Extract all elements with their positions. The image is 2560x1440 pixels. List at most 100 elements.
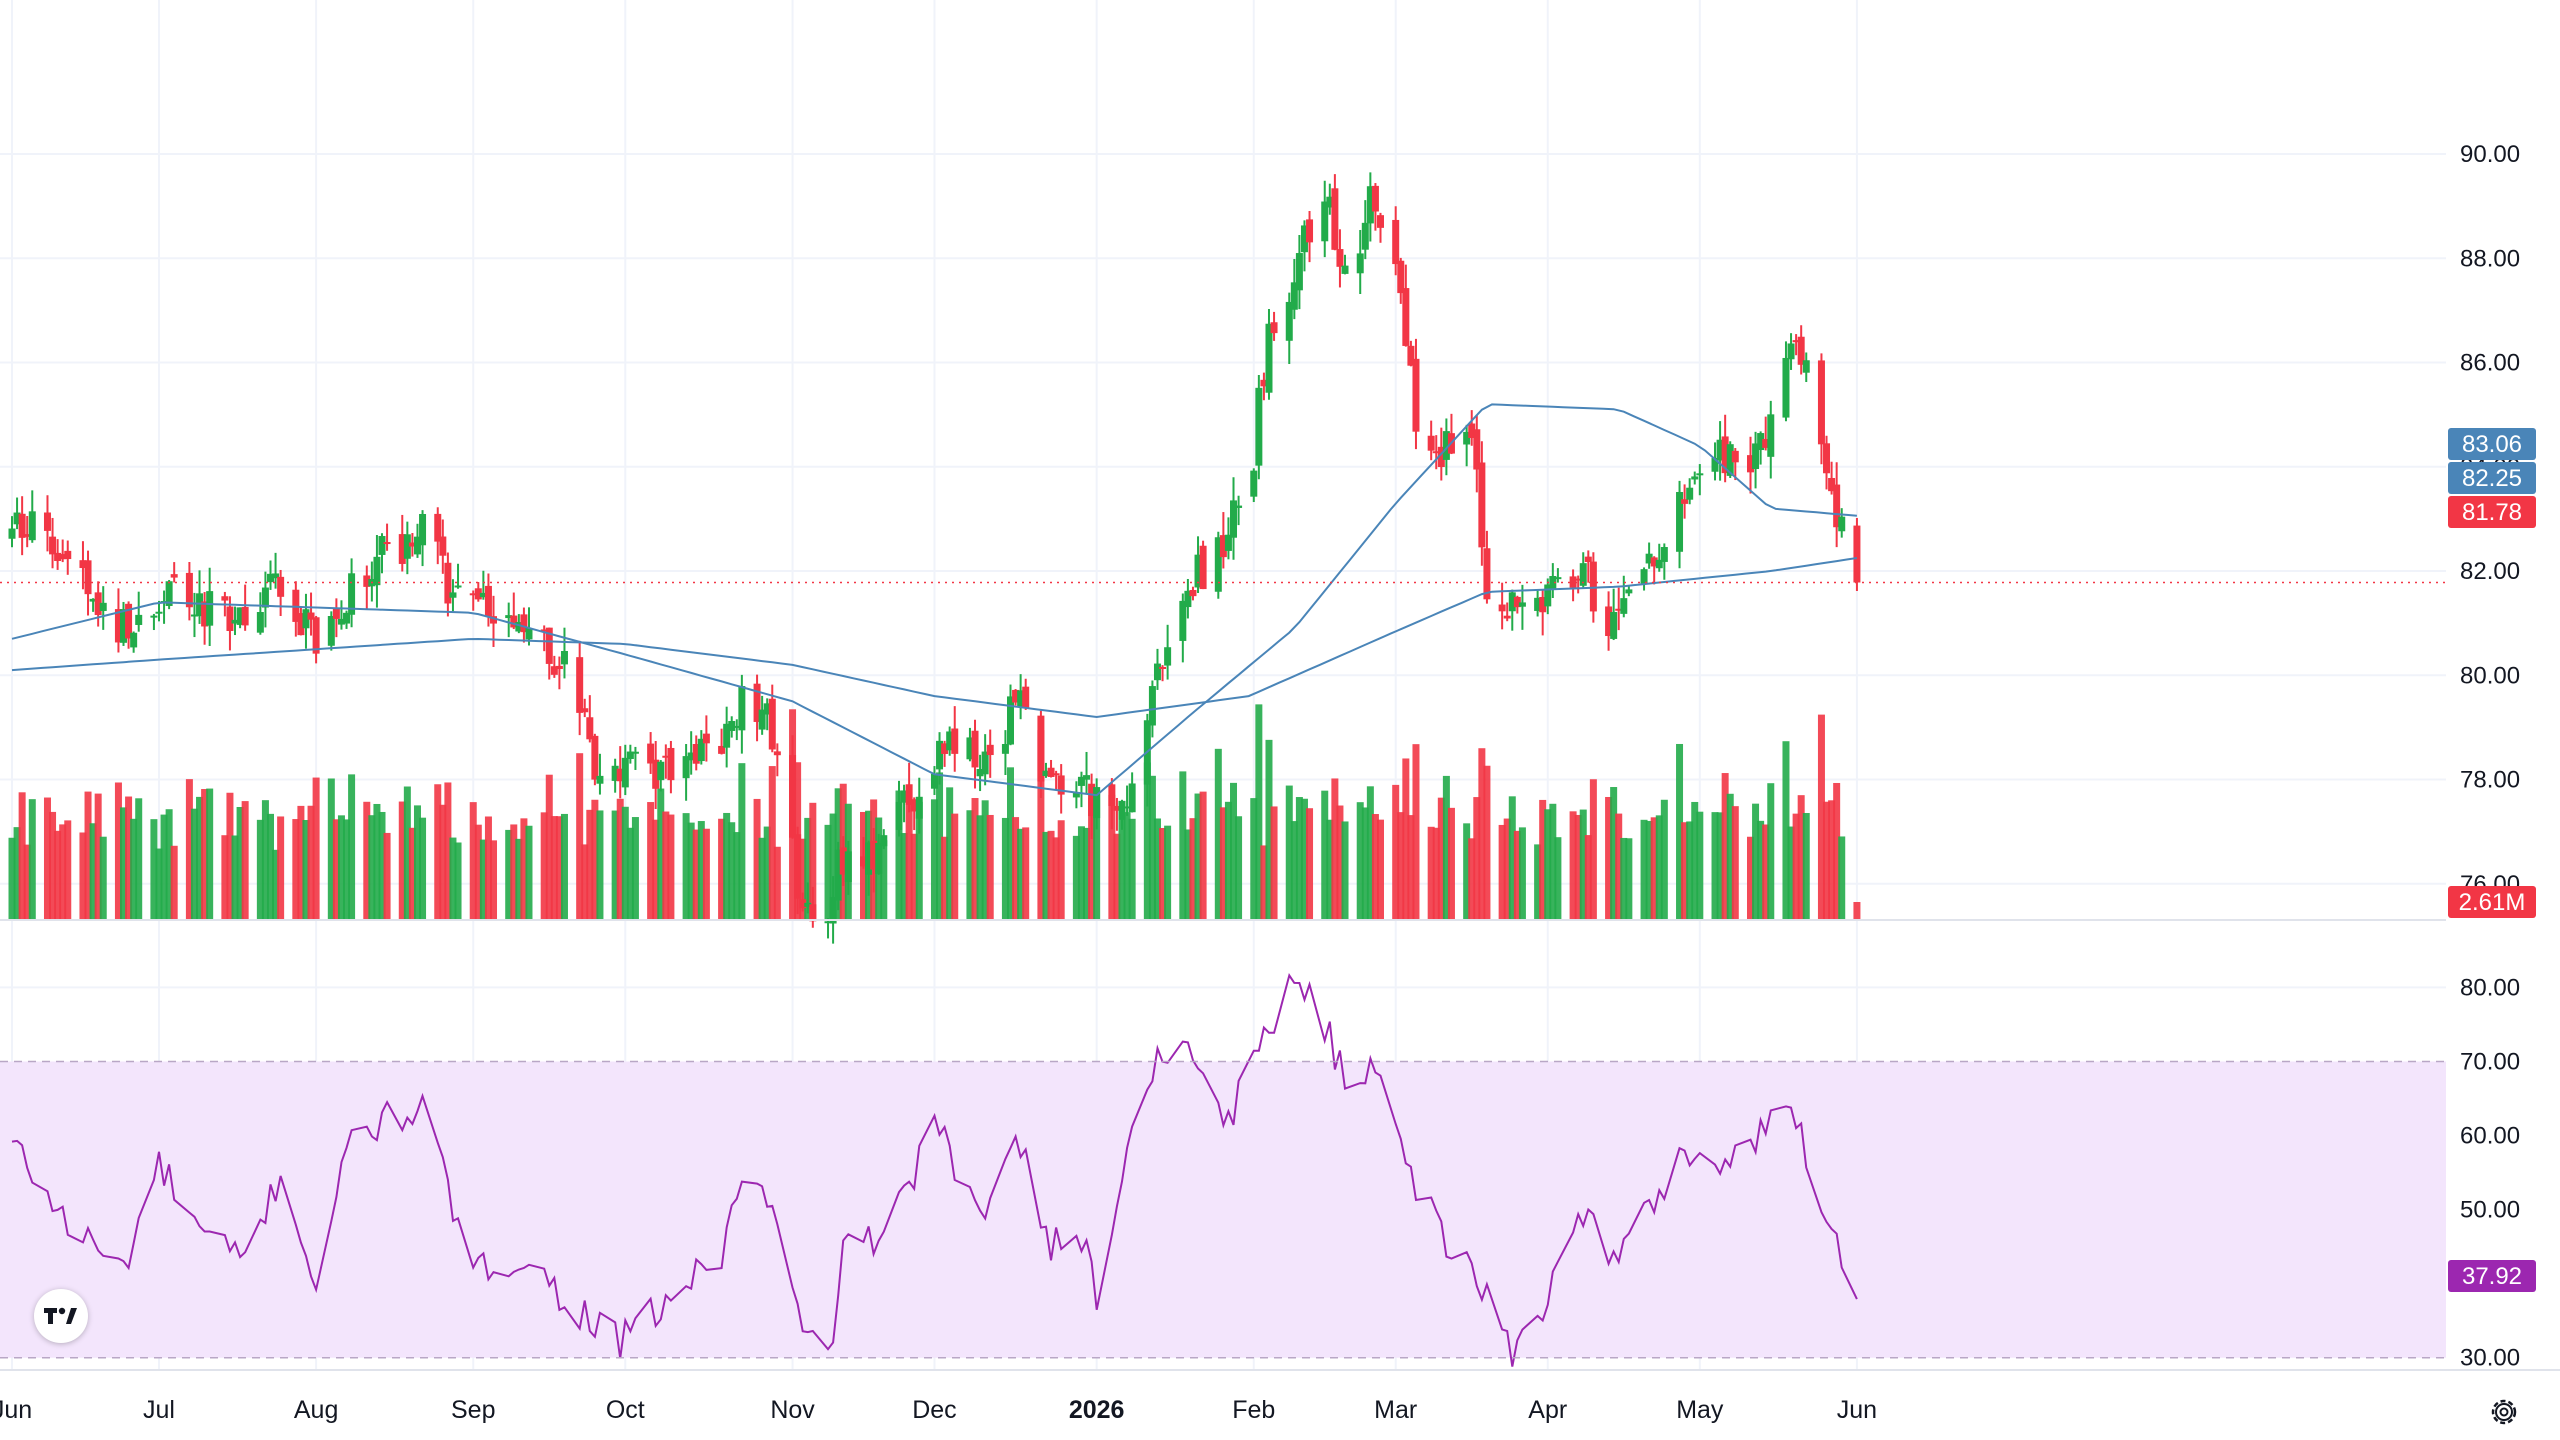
candle-body [1650, 557, 1658, 567]
volume-bar [753, 798, 761, 920]
candle-body [718, 745, 726, 754]
volume-bar [545, 774, 553, 920]
volume-bar [1194, 793, 1202, 920]
time-tick-label: 2026 [1069, 1396, 1125, 1424]
candle-body [687, 752, 695, 761]
candle-body [479, 592, 487, 598]
volume-bar [586, 809, 594, 920]
volume-bar [1508, 796, 1516, 920]
candle-body [657, 761, 665, 781]
volume-bar [130, 818, 138, 920]
volume-bar [170, 845, 178, 920]
volume-bar [1042, 831, 1050, 920]
candle-body [626, 751, 634, 759]
candle-body [1088, 783, 1096, 817]
volume-bar [1752, 803, 1760, 920]
candle-body [1356, 253, 1364, 274]
volume-bar [1153, 818, 1161, 920]
candle-body [1792, 340, 1800, 343]
volume-bar [986, 814, 994, 920]
candle-body [1290, 282, 1298, 310]
volume-bar [1143, 762, 1151, 920]
candle-body [1716, 439, 1724, 461]
candle-body [1539, 597, 1547, 613]
volume-bar [1300, 798, 1308, 920]
candle-body [981, 751, 989, 775]
axes: 90.0088.0086.0084.0082.0080.0078.0076.00… [0, 141, 2520, 1424]
candle-body [1473, 429, 1481, 470]
candle-body [1108, 784, 1116, 807]
volume-bar [1802, 813, 1810, 920]
candle-body [662, 755, 670, 758]
volume-bar [28, 799, 36, 920]
volume-bar [692, 829, 700, 920]
volume-bar [1823, 801, 1831, 920]
volume-bar [378, 811, 386, 920]
candle-body [702, 733, 710, 744]
volume-bar [383, 832, 391, 920]
candle-body [1468, 423, 1476, 438]
volume-badge-bg [2448, 886, 2536, 918]
candle-body [221, 596, 229, 601]
candle-body [1392, 219, 1400, 265]
volume-bar [1483, 765, 1491, 920]
volume-bar [809, 802, 817, 920]
candle-body [1326, 196, 1334, 208]
candle-body [1052, 773, 1060, 776]
candle-body [1022, 686, 1030, 708]
candle-body [1513, 596, 1521, 608]
candle-body [1463, 431, 1471, 445]
volume-bar [160, 814, 168, 920]
volume-bar [114, 782, 122, 920]
candle-body [986, 744, 994, 756]
volume-bar [900, 833, 908, 920]
volume-bar [581, 844, 589, 920]
candle-body [1787, 343, 1795, 360]
candle-body [545, 627, 553, 664]
volume-bar [256, 819, 264, 920]
tradingview-logo-icon[interactable] [34, 1289, 88, 1343]
candle-body [94, 592, 102, 615]
candle-body [1179, 600, 1187, 641]
volume-bar [1341, 821, 1349, 920]
candle-body [1153, 663, 1161, 681]
volume-bar [829, 813, 837, 920]
candle-body [1285, 301, 1293, 341]
candle-body [1696, 473, 1704, 476]
candle-body [910, 799, 918, 812]
candle-body [484, 585, 492, 617]
ma2-price-badge-bg [2448, 462, 2536, 494]
volume-bar [1214, 748, 1222, 920]
price-tick-label: 86.00 [2460, 350, 2520, 377]
candle-body [59, 554, 67, 560]
candle-body [1397, 260, 1405, 294]
candle-body [201, 601, 209, 627]
candle-body [165, 581, 173, 606]
volume-bar [43, 797, 51, 920]
last-price-badge: 81.78 [2448, 496, 2536, 528]
volume-bar [1787, 826, 1795, 920]
candle-body [596, 775, 604, 784]
volume-bar [1412, 744, 1420, 920]
volume-bar [1437, 797, 1445, 920]
volume-bar [510, 824, 518, 920]
volume-bar [332, 819, 340, 920]
candle-body [1802, 360, 1810, 373]
volume-bar [1285, 785, 1293, 920]
gear-icon[interactable] [2484, 1392, 2524, 1432]
volume-bar [1290, 821, 1298, 920]
candle-body [196, 593, 204, 617]
volume-bar [1716, 812, 1724, 920]
volume-bar [419, 817, 427, 920]
volume-bar [1584, 835, 1592, 920]
volume-bar [550, 816, 558, 920]
candle-body [895, 801, 903, 830]
volume-bar [1554, 837, 1562, 920]
ma1-price-badge-text: 83.06 [2462, 431, 2522, 458]
candle-body [43, 512, 51, 531]
candle-body [1554, 577, 1562, 580]
volume-bar [1083, 827, 1091, 920]
volume-bar [652, 819, 660, 920]
candle-body [490, 616, 498, 624]
